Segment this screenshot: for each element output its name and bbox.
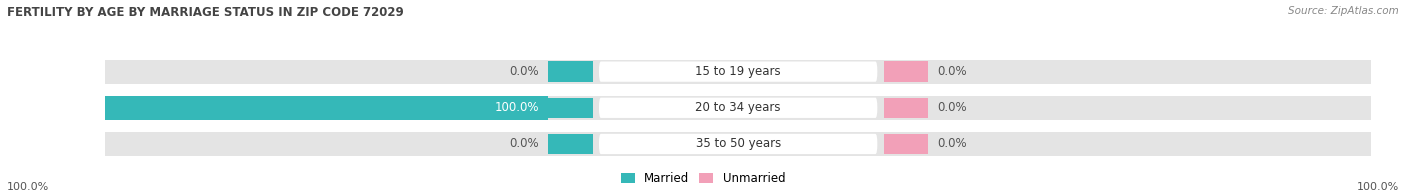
Text: 20 to 34 years: 20 to 34 years — [696, 101, 780, 114]
Bar — [105, 132, 1371, 156]
Bar — [548, 134, 593, 154]
Bar — [883, 134, 928, 154]
Bar — [105, 96, 1371, 120]
Bar — [548, 98, 593, 118]
Bar — [548, 61, 593, 82]
FancyBboxPatch shape — [599, 134, 877, 154]
FancyBboxPatch shape — [599, 98, 877, 118]
Text: 15 to 19 years: 15 to 19 years — [696, 65, 780, 78]
Text: FERTILITY BY AGE BY MARRIAGE STATUS IN ZIP CODE 72029: FERTILITY BY AGE BY MARRIAGE STATUS IN Z… — [7, 6, 404, 19]
Bar — [105, 60, 1371, 84]
Bar — [883, 98, 928, 118]
Text: Source: ZipAtlas.com: Source: ZipAtlas.com — [1288, 6, 1399, 16]
Bar — [105, 96, 548, 120]
Text: 0.0%: 0.0% — [938, 65, 967, 78]
Text: 100.0%: 100.0% — [1357, 182, 1399, 192]
Bar — [883, 61, 928, 82]
Legend: Married, Unmarried: Married, Unmarried — [616, 168, 790, 190]
Text: 0.0%: 0.0% — [509, 137, 538, 151]
Text: 0.0%: 0.0% — [938, 101, 967, 114]
Text: 0.0%: 0.0% — [938, 137, 967, 151]
Text: 35 to 50 years: 35 to 50 years — [696, 137, 780, 151]
Text: 100.0%: 100.0% — [7, 182, 49, 192]
Text: 0.0%: 0.0% — [509, 65, 538, 78]
Text: 100.0%: 100.0% — [495, 101, 538, 114]
FancyBboxPatch shape — [599, 62, 877, 82]
